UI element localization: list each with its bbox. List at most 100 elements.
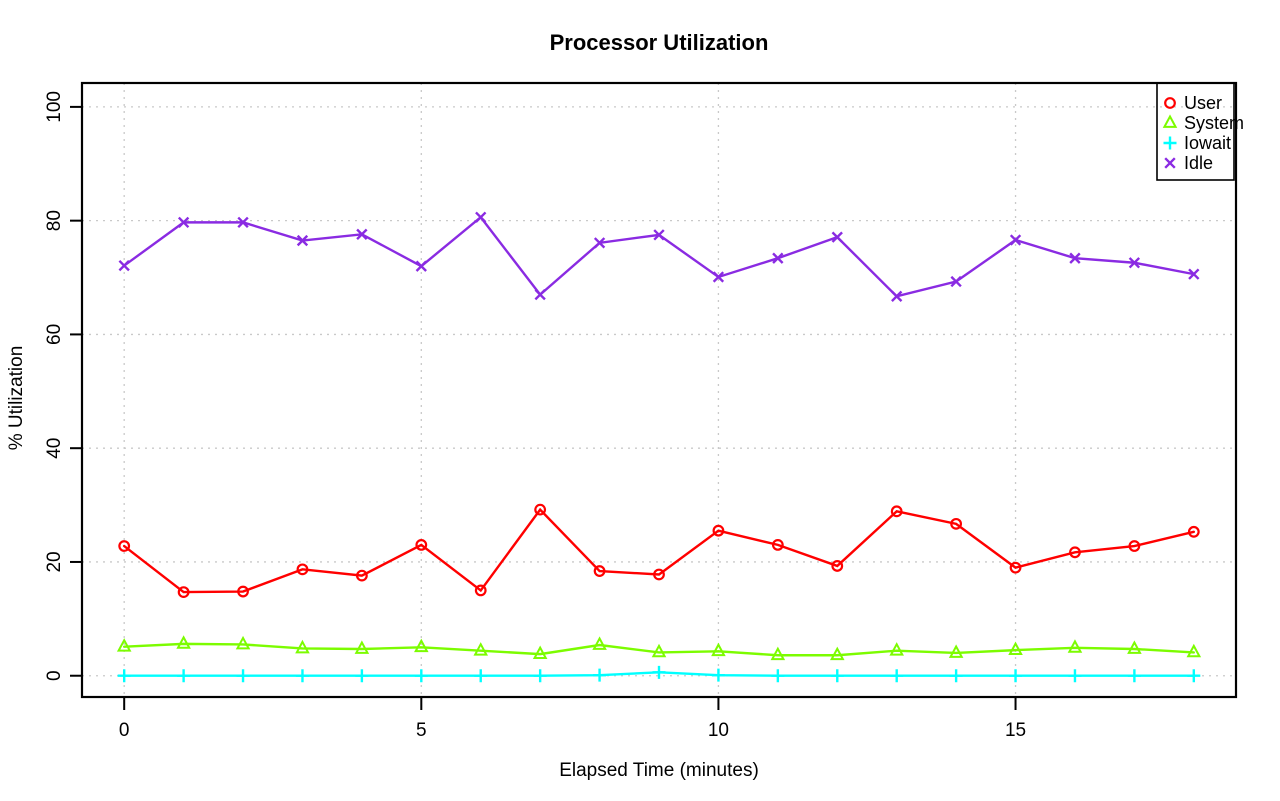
- data-point-idle: [356, 228, 368, 240]
- y-tick-label: 40: [44, 438, 65, 459]
- data-point-system: [354, 640, 370, 654]
- x-tick-label: 15: [1005, 720, 1026, 741]
- data-point-user: [296, 563, 309, 576]
- y-tick-label: 60: [44, 324, 65, 345]
- data-point-user: [712, 524, 725, 537]
- legend-item-label: Idle: [1184, 153, 1213, 173]
- data-point-idle: [891, 290, 903, 302]
- x-tick-label: 10: [708, 720, 729, 741]
- data-point-system: [473, 642, 489, 656]
- data-point-idle: [1128, 257, 1141, 269]
- data-point-iowait: [1009, 669, 1023, 683]
- legend-item-system: System: [1162, 113, 1244, 133]
- chart-title: Processor Utilization: [550, 30, 769, 55]
- data-point-system: [1067, 639, 1083, 653]
- data-point-user: [1009, 561, 1022, 574]
- data-point-idle: [475, 211, 487, 223]
- data-point-system: [295, 639, 310, 654]
- legend-item-idle: Idle: [1164, 153, 1213, 173]
- data-point-iowait: [295, 669, 309, 683]
- data-point-iowait: [1127, 669, 1141, 683]
- legend-item-label: User: [1184, 93, 1222, 113]
- data-point-user: [950, 517, 963, 530]
- data-point-iowait: [414, 669, 428, 683]
- data-point-idle: [593, 237, 606, 249]
- data-point-iowait: [533, 669, 547, 683]
- data-point-user: [474, 584, 487, 597]
- data-point-idle: [653, 229, 665, 241]
- data-point-system: [770, 646, 786, 661]
- series-line-user: [122, 507, 1196, 594]
- data-point-iowait: [949, 669, 963, 683]
- data-point-idle: [534, 288, 546, 301]
- data-point-iowait: [830, 669, 844, 683]
- x-axis-label: Elapsed Time (minutes): [559, 760, 759, 781]
- data-point-iowait: [1187, 669, 1201, 683]
- legend-item-user: User: [1164, 93, 1222, 113]
- y-axis-label: % Utilization: [6, 346, 27, 451]
- data-point-idle: [415, 260, 427, 272]
- y-tick-label: 80: [44, 210, 65, 231]
- data-point-idle: [237, 216, 249, 229]
- data-point-system: [176, 635, 191, 649]
- data-point-iowait: [236, 669, 250, 683]
- data-point-system: [1008, 641, 1023, 656]
- data-point-system: [414, 638, 429, 653]
- legend-item-label: System: [1184, 113, 1244, 133]
- plus-marker-icon: [1163, 136, 1177, 150]
- data-point-user: [1128, 540, 1141, 552]
- data-point-system: [889, 642, 904, 656]
- data-point-idle: [712, 271, 725, 283]
- data-point-idle: [831, 231, 843, 243]
- data-point-system: [1127, 640, 1142, 654]
- legend-item-iowait: Iowait: [1163, 133, 1231, 153]
- x-marker-icon: [1164, 157, 1176, 169]
- data-point-user: [415, 538, 428, 551]
- data-point-user: [237, 585, 249, 598]
- data-point-idle: [1188, 268, 1200, 280]
- data-point-user: [593, 565, 606, 577]
- data-point-idle: [177, 216, 190, 229]
- data-point-idle: [772, 252, 784, 264]
- data-point-user: [118, 540, 131, 552]
- data-point-system: [116, 638, 132, 652]
- x-tick-label: 0: [119, 720, 130, 741]
- data-point-idle: [950, 275, 962, 288]
- data-point-user: [534, 503, 547, 516]
- y-tick-label: 0: [44, 670, 65, 681]
- data-point-system: [592, 636, 607, 650]
- circle-marker-icon: [1164, 97, 1176, 109]
- data-point-user: [1069, 546, 1081, 559]
- y-tick-label: 100: [44, 91, 65, 123]
- data-point-user: [177, 586, 190, 599]
- series-line-system: [122, 642, 1196, 657]
- data-point-system: [235, 635, 251, 650]
- legend-box: [1156, 82, 1235, 181]
- legend-item-label: Iowait: [1184, 133, 1231, 153]
- y-tick-label: 20: [44, 551, 65, 572]
- data-point-system: [532, 645, 548, 660]
- data-point-user: [831, 560, 844, 572]
- data-point-system: [829, 646, 845, 661]
- series-layer: [116, 211, 1202, 683]
- data-point-iowait: [355, 669, 369, 683]
- plot-border: [80, 81, 1238, 699]
- data-point-idle: [1069, 252, 1081, 264]
- data-point-iowait: [1068, 669, 1082, 683]
- data-point-system: [711, 642, 726, 657]
- data-point-user: [771, 538, 784, 551]
- data-point-iowait: [117, 669, 131, 683]
- data-point-idle: [118, 259, 130, 272]
- data-point-iowait: [711, 668, 725, 682]
- x-tick-label: 5: [416, 720, 427, 741]
- data-point-system: [651, 643, 667, 658]
- data-point-idle: [1009, 234, 1022, 246]
- series-line-idle: [122, 215, 1196, 298]
- data-point-system: [1186, 643, 1202, 658]
- data-point-system: [948, 644, 964, 658]
- data-point-idle: [296, 234, 309, 247]
- data-point-user: [653, 568, 665, 581]
